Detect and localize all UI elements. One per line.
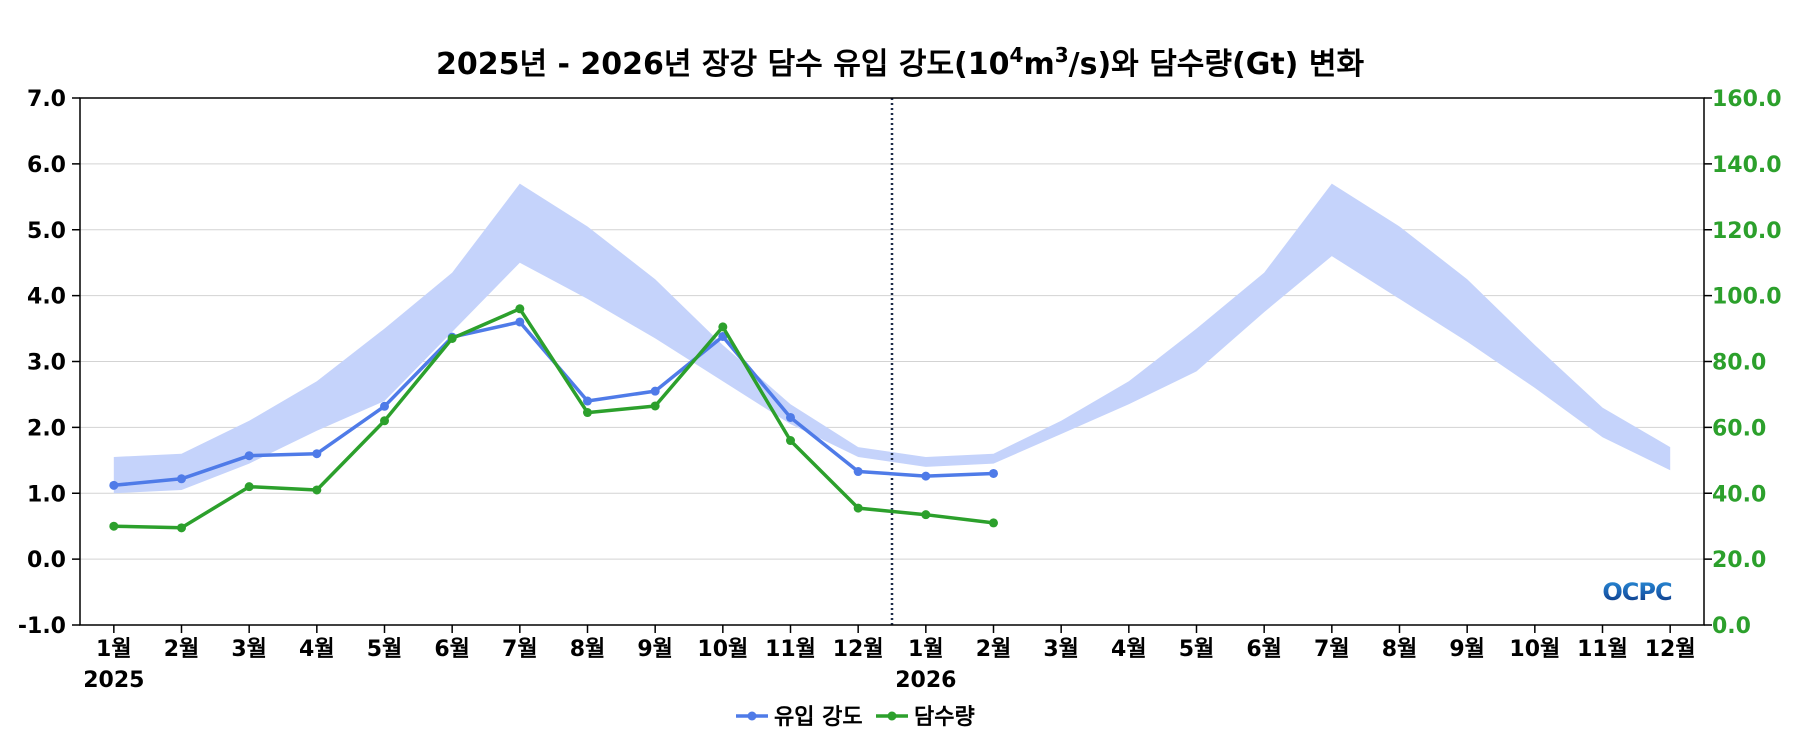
x-axis: 1월 2월 3월 4월 5월 6월 7월 8월 9월 10월 11월 12월 1월 2월 3월 4월 5월 6월 7…	[83, 625, 1696, 693]
normal-range-band-area	[113, 183, 1671, 494]
y-right-tick-label: 100.0	[1712, 285, 1782, 310]
series-1-point	[109, 480, 119, 490]
legend: 유입 강도 담수량	[736, 705, 975, 730]
series-1-point	[244, 451, 254, 461]
legend-marker	[887, 711, 897, 721]
series-2-point	[177, 523, 186, 533]
legend-label: 유입 강도	[774, 705, 863, 730]
x-tick-label: 10월	[1509, 637, 1560, 662]
chart-title: 2025년 - 2026년 장강 담수 유입 강도(104m3/s)와 담수량(…	[436, 43, 1364, 82]
y-right-tick-label: 60.0	[1712, 416, 1766, 441]
x-tick-label: 2월	[164, 637, 200, 662]
x-tick-label: 11월	[1577, 637, 1628, 662]
y-left-tick-label: 7.0	[27, 87, 66, 112]
x-tick-label: 4월	[1111, 637, 1147, 662]
series-1-point	[989, 468, 998, 478]
series-1-point	[650, 386, 660, 396]
series-2-point	[380, 416, 389, 426]
series-2-point	[718, 322, 728, 332]
x-tick-label: 9월	[637, 637, 673, 662]
y-right-tick-label: 80.0	[1712, 351, 1766, 376]
x-tick-label: 11월	[765, 637, 816, 662]
y-left-tick-label: 1.0	[27, 482, 66, 507]
y-left-tick-label: 4.0	[27, 285, 66, 310]
series-1-point	[583, 396, 592, 406]
series-2-point	[786, 436, 795, 446]
series-2-point	[921, 510, 931, 520]
y-left-tick-label: 3.0	[27, 351, 66, 376]
y-right-tick-label: 40.0	[1712, 482, 1766, 507]
x-tick-label: 4월	[299, 637, 335, 662]
x-tick-label: 8월	[1382, 637, 1418, 662]
legend-marker	[747, 711, 757, 721]
series-2-point	[515, 304, 525, 314]
series-group	[109, 304, 998, 533]
x-tick-label: 5월	[367, 637, 403, 662]
x-tick-label: 6월	[434, 637, 470, 662]
year-label: 2026	[895, 668, 956, 693]
y-right-tick-label: 140.0	[1712, 153, 1782, 178]
x-tick-label: 3월	[1043, 637, 1079, 662]
y-right-tick-label: 20.0	[1712, 548, 1766, 573]
logo-text: OCPC	[1602, 578, 1672, 606]
x-tick-label: 12월	[833, 637, 884, 662]
y-axis-right: 0.0 20.0 40.0 60.0 80.0 100.0 120.0 140.0 160.0	[1704, 87, 1782, 639]
series-1-point	[921, 471, 931, 481]
x-tick-label: 7월	[502, 637, 538, 662]
series-1-point	[177, 474, 186, 484]
y-left-tick-label: 2.0	[27, 416, 66, 441]
y-right-tick-label: 160.0	[1712, 87, 1782, 112]
x-tick-label: 1월	[908, 637, 944, 662]
y-left-tick-label: 5.0	[27, 219, 66, 244]
legend-label: 담수량	[914, 705, 975, 730]
series-2-point	[244, 482, 254, 492]
x-tick-label: 8월	[570, 637, 606, 662]
y-left-tick-label: 0.0	[27, 548, 66, 573]
x-tick-label: 7월	[1314, 637, 1350, 662]
x-tick-label: 3월	[231, 637, 267, 662]
y-left-tick-label: 6.0	[27, 153, 66, 178]
x-tick-label: 6월	[1246, 637, 1282, 662]
ocpc-logo: OCPC	[1602, 578, 1673, 606]
series-2-point	[853, 503, 863, 513]
series-1-point	[786, 412, 795, 422]
normal-range-band	[113, 183, 1671, 494]
series-2-point	[109, 521, 119, 531]
series-2-point	[583, 408, 592, 418]
x-tick-label: 2월	[976, 637, 1012, 662]
series-1-point	[853, 467, 863, 477]
series-2-point	[312, 485, 322, 495]
year-label: 2025	[83, 668, 144, 693]
series-2-point	[989, 518, 998, 528]
series-2-point	[447, 333, 457, 343]
series-1-point	[312, 449, 322, 459]
series-2-point	[650, 401, 660, 411]
x-tick-label: 12월	[1645, 637, 1696, 662]
series-1-point	[515, 317, 525, 327]
y-right-tick-label: 0.0	[1712, 614, 1751, 639]
x-tick-label: 10월	[697, 637, 748, 662]
y-right-tick-label: 120.0	[1712, 219, 1782, 244]
series-1-point	[380, 401, 389, 411]
series-1-point	[718, 331, 728, 341]
series-line-2	[113, 307, 994, 530]
x-tick-label: 1월	[96, 637, 132, 662]
x-tick-label: 9월	[1449, 637, 1485, 662]
x-tick-label: 5월	[1179, 637, 1215, 662]
y-axis-left: -1.0 0.0 1.0 2.0 3.0 4.0 5.0 6.0 7.0	[18, 87, 80, 639]
y-left-tick-label: -1.0	[18, 614, 66, 639]
